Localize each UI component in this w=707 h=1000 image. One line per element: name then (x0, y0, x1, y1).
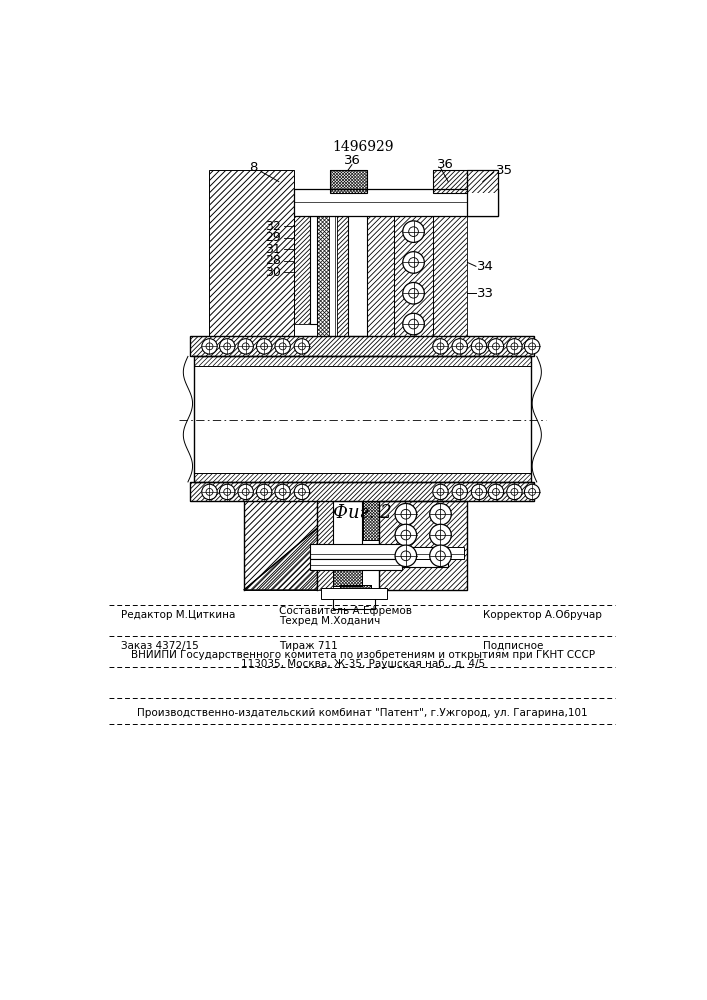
Bar (467, 170, 498, 216)
Text: 1496929: 1496929 (332, 140, 394, 154)
Circle shape (201, 339, 217, 354)
Bar (194, 366, 530, 473)
Text: Составитель А.Ефремов: Составитель А.Ефремов (279, 606, 411, 616)
Text: 36: 36 (438, 158, 455, 171)
Text: 31: 31 (265, 243, 281, 256)
Bar (340, 585, 371, 597)
Circle shape (452, 339, 467, 354)
Bar (321, 588, 387, 599)
Bar (348, 201, 368, 336)
Text: Тираж 711: Тираж 711 (279, 641, 337, 651)
Text: Редактор М.Циткина: Редактор М.Циткина (121, 610, 235, 620)
Circle shape (403, 313, 424, 335)
Text: 32: 32 (265, 220, 281, 233)
Circle shape (294, 339, 310, 354)
Text: ВНИИПИ Государственного комитета по изобретениям и открытиям при ГКНТ СССР: ВНИИПИ Государственного комитета по изоб… (131, 650, 595, 660)
Text: 34: 34 (477, 260, 494, 273)
Circle shape (403, 221, 424, 242)
Bar (433, 170, 467, 193)
Text: Фиг. 2: Фиг. 2 (333, 504, 392, 522)
Circle shape (430, 524, 451, 546)
Bar (333, 570, 362, 586)
Circle shape (275, 484, 291, 500)
Bar (402, 547, 448, 567)
Circle shape (525, 484, 540, 500)
Text: 29: 29 (265, 231, 281, 244)
Circle shape (238, 484, 253, 500)
Circle shape (507, 484, 522, 500)
Bar (310, 201, 317, 324)
Circle shape (430, 503, 451, 525)
Bar (310, 544, 402, 559)
Text: Техред М.Ходанич: Техред М.Ходанич (279, 616, 380, 626)
Circle shape (395, 545, 416, 567)
Circle shape (294, 484, 310, 500)
Circle shape (452, 484, 467, 500)
Circle shape (257, 484, 272, 500)
Circle shape (257, 339, 272, 354)
Circle shape (472, 339, 486, 354)
Circle shape (219, 484, 235, 500)
Circle shape (219, 339, 235, 354)
Circle shape (395, 524, 416, 546)
Circle shape (430, 545, 451, 567)
Circle shape (403, 252, 424, 273)
Text: 36: 36 (344, 154, 361, 167)
Bar (333, 501, 362, 570)
Circle shape (433, 484, 448, 500)
Text: 30: 30 (265, 266, 281, 279)
Bar (329, 201, 335, 336)
Bar (190, 336, 534, 356)
Circle shape (472, 484, 486, 500)
Circle shape (433, 339, 448, 354)
Text: 35: 35 (496, 164, 513, 177)
Bar (402, 547, 464, 559)
Text: Производственно-издательский комбинат "Патент", г.Ужгород, ул. Гагарина,101: Производственно-издательский комбинат "П… (137, 708, 588, 718)
Circle shape (525, 339, 540, 354)
Bar (310, 559, 402, 570)
Bar (379, 501, 467, 590)
Bar (363, 501, 379, 540)
Circle shape (507, 339, 522, 354)
Text: 33: 33 (477, 287, 494, 300)
Circle shape (395, 503, 416, 525)
Bar (333, 597, 375, 609)
Text: 28: 28 (265, 254, 281, 267)
Bar (190, 482, 534, 501)
Text: Подписное: Подписное (483, 641, 543, 651)
Circle shape (238, 339, 253, 354)
Circle shape (489, 339, 503, 354)
Text: Заказ 4372/15: Заказ 4372/15 (121, 641, 199, 651)
Circle shape (275, 339, 291, 354)
Circle shape (201, 484, 217, 500)
Circle shape (403, 282, 424, 304)
Bar (294, 189, 498, 216)
Text: 8: 8 (249, 161, 257, 174)
Text: 113035, Москва, Ж-35, Раушская наб., д. 4/5: 113035, Москва, Ж-35, Раушская наб., д. … (240, 659, 485, 669)
Circle shape (489, 484, 503, 500)
Bar (330, 170, 368, 193)
Text: Корректор А.Обручар: Корректор А.Обручар (483, 610, 602, 620)
